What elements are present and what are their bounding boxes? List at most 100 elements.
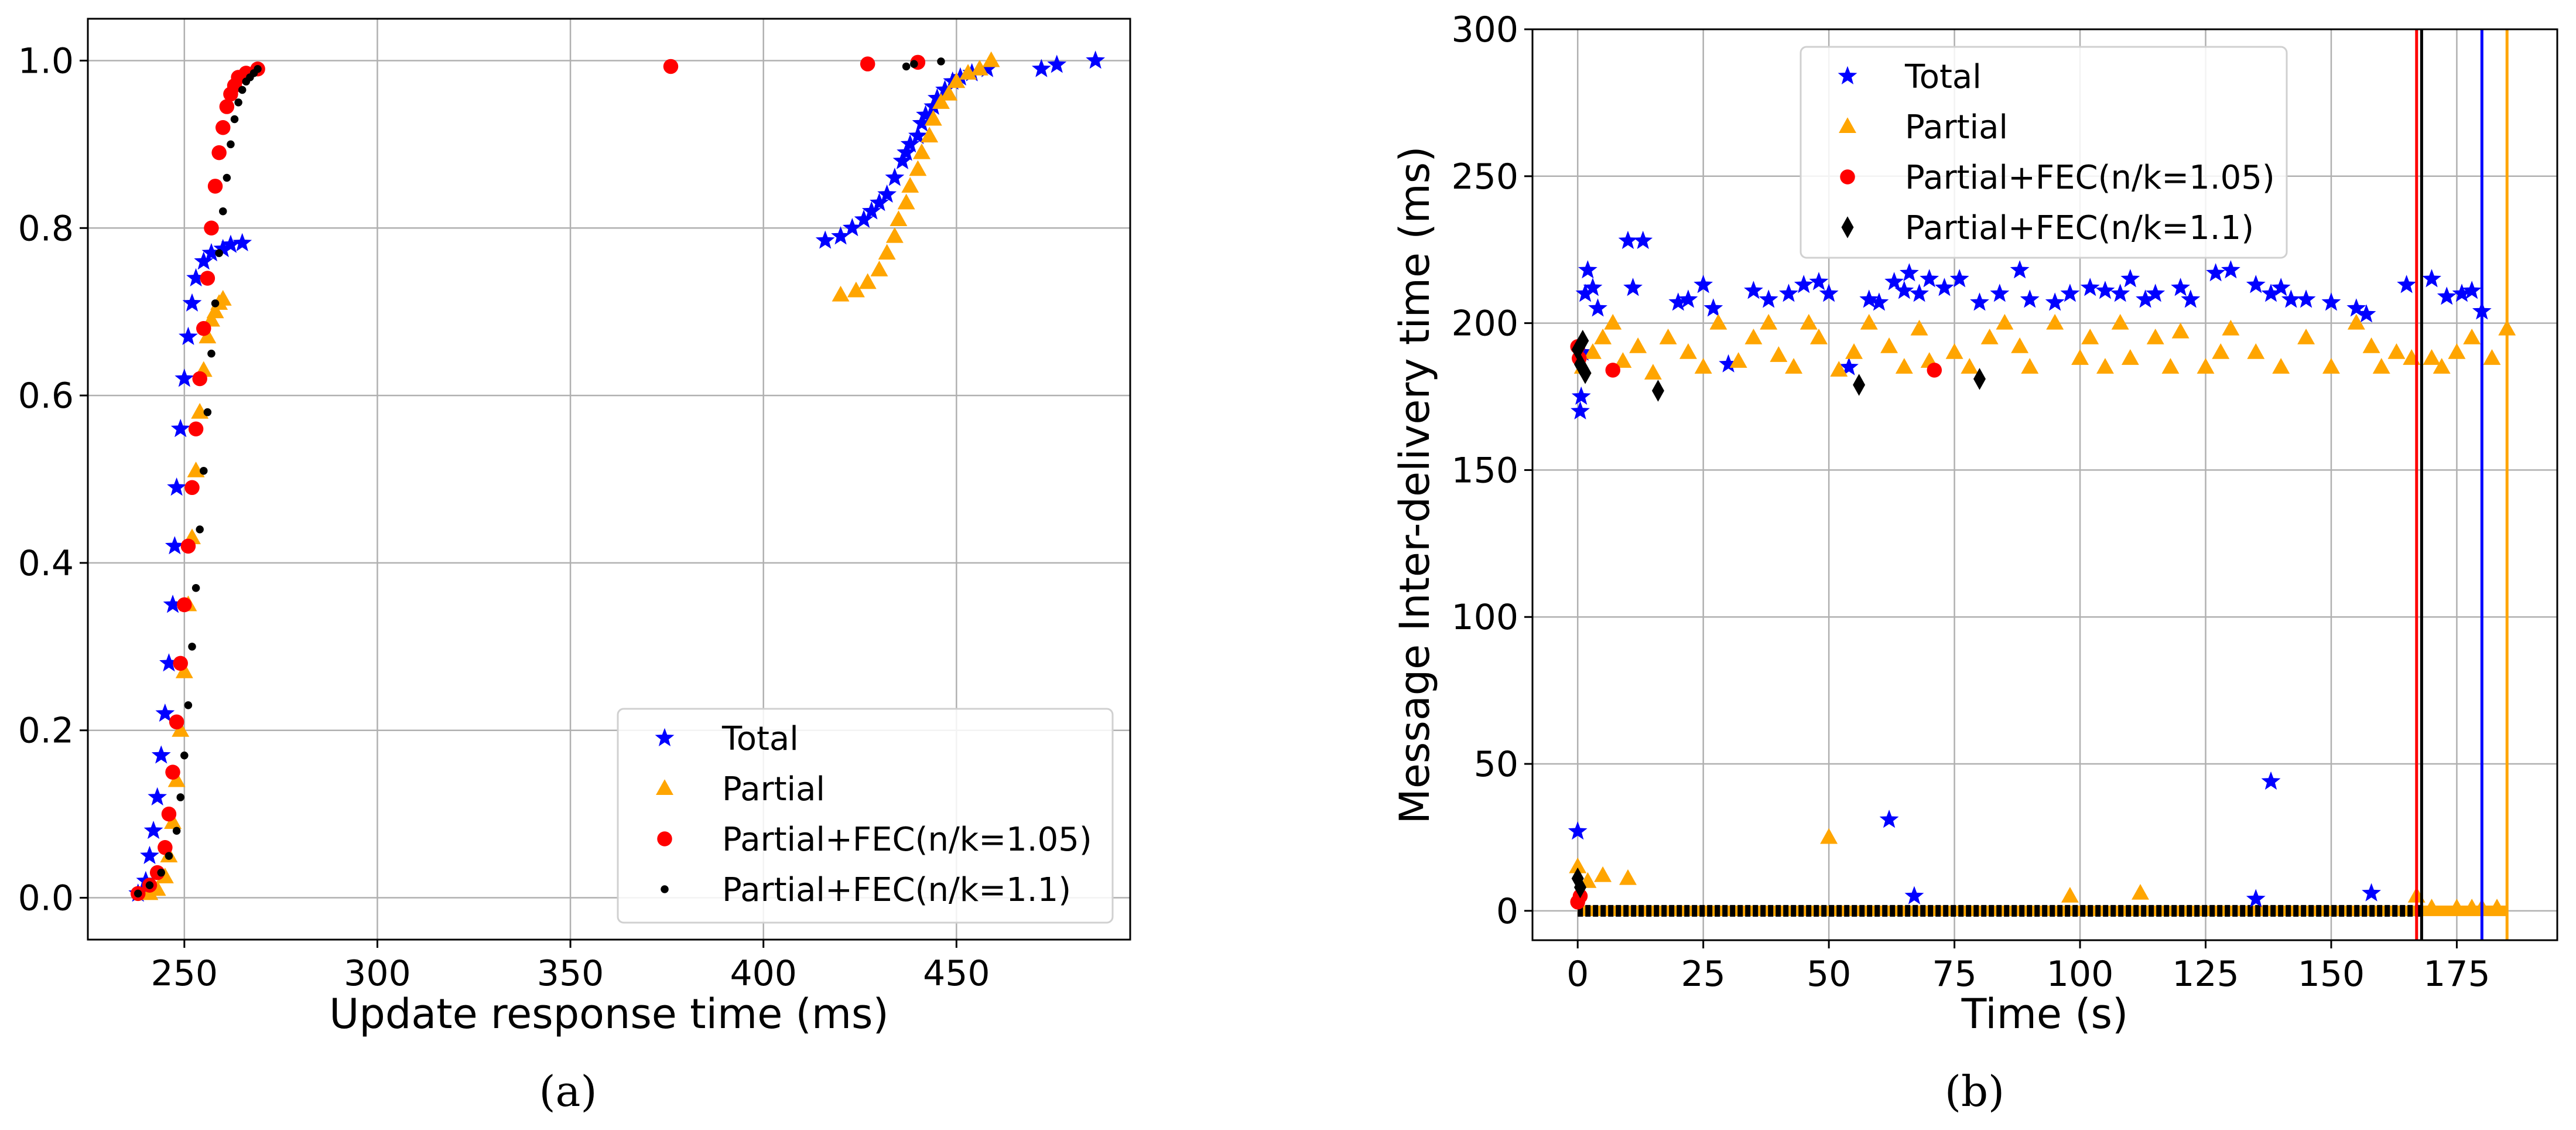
x-tick-label: 450 bbox=[923, 953, 990, 994]
data-point bbox=[1031, 59, 1051, 77]
data-point bbox=[1709, 313, 1727, 330]
legend-marker bbox=[655, 728, 675, 746]
data-point bbox=[179, 326, 198, 346]
data-point bbox=[2362, 337, 2380, 353]
data-point bbox=[172, 721, 190, 737]
y-tick-label: 0 bbox=[1496, 891, 1518, 932]
data-point bbox=[1668, 292, 1688, 311]
data-point bbox=[1571, 401, 1590, 420]
data-point bbox=[219, 99, 235, 114]
data-point bbox=[2120, 269, 2140, 288]
data-point bbox=[832, 285, 850, 302]
data-point bbox=[1594, 328, 1612, 344]
data-point bbox=[184, 480, 200, 496]
data-point bbox=[1949, 269, 1969, 288]
series-partial bbox=[1569, 313, 2516, 914]
data-point bbox=[927, 88, 947, 107]
data-point bbox=[902, 62, 911, 71]
data-point bbox=[204, 220, 219, 236]
data-point bbox=[191, 584, 200, 592]
legend-marker bbox=[1838, 66, 1857, 84]
data-point bbox=[1779, 284, 1798, 302]
data-point bbox=[227, 140, 235, 149]
data-point bbox=[223, 173, 231, 182]
legend-marker bbox=[1841, 216, 1854, 238]
data-point bbox=[910, 60, 918, 68]
data-point bbox=[148, 880, 166, 896]
data-point bbox=[2448, 899, 2466, 914]
data-point bbox=[1920, 269, 1939, 288]
panel-b-ticks: 0 25 50 75 100 125 150 175 0 50 100 150 200 250 300 bbox=[1451, 9, 2490, 995]
data-point bbox=[2346, 298, 2366, 317]
legend-label: Partial+FEC(n/k=1.05) bbox=[1905, 159, 2275, 197]
data-point bbox=[2222, 319, 2240, 336]
data-point bbox=[2146, 284, 2166, 302]
data-point bbox=[140, 845, 159, 865]
data-point bbox=[2261, 771, 2281, 790]
data-point bbox=[1980, 328, 1999, 344]
data-point bbox=[211, 299, 220, 308]
data-point bbox=[1578, 260, 1597, 279]
data-point bbox=[1770, 346, 1788, 362]
data-point bbox=[1935, 278, 1954, 296]
data-point bbox=[1605, 363, 1621, 378]
data-point bbox=[1569, 857, 1587, 873]
data-point bbox=[1679, 343, 1697, 359]
data-point bbox=[232, 233, 252, 251]
y-tick-label: 1.0 bbox=[18, 40, 74, 81]
data-point bbox=[200, 271, 215, 286]
data-point bbox=[2462, 281, 2482, 299]
data-point bbox=[1579, 362, 1592, 384]
data-point bbox=[2071, 349, 2089, 365]
data-point bbox=[192, 371, 207, 387]
data-point bbox=[1760, 313, 1778, 330]
data-point bbox=[2110, 284, 2130, 302]
data-point bbox=[2061, 887, 2079, 903]
panel-b-x-axis-label: Time (s) bbox=[1961, 990, 2129, 1038]
y-tick-label: 300 bbox=[1451, 9, 1518, 50]
data-point bbox=[842, 218, 862, 237]
series-total bbox=[1568, 230, 2492, 907]
data-point bbox=[1694, 275, 1713, 293]
data-point bbox=[2121, 349, 2139, 365]
data-point bbox=[900, 134, 920, 153]
data-point bbox=[1659, 328, 1677, 344]
data-point bbox=[2020, 289, 2040, 308]
x-tick-label: 400 bbox=[730, 953, 797, 994]
data-point bbox=[1945, 343, 1963, 359]
legend-label: Partial bbox=[722, 770, 825, 808]
y-tick-label: 0.8 bbox=[18, 208, 74, 249]
data-point bbox=[201, 243, 221, 262]
data-point bbox=[877, 184, 897, 203]
data-point bbox=[2397, 275, 2417, 293]
data-point bbox=[1899, 263, 1919, 282]
panel-a-caption: (a) bbox=[539, 1067, 597, 1116]
data-point bbox=[155, 703, 175, 722]
y-tick-label: 0.6 bbox=[18, 375, 74, 417]
data-point bbox=[2146, 328, 2164, 344]
data-point bbox=[1879, 810, 1899, 828]
data-point bbox=[1904, 886, 1924, 904]
data-point bbox=[921, 127, 939, 143]
data-point bbox=[901, 177, 919, 193]
data-point bbox=[1633, 230, 1653, 250]
data-point bbox=[1644, 364, 1662, 380]
data-point bbox=[211, 145, 227, 161]
data-point bbox=[2321, 292, 2341, 311]
data-point bbox=[196, 525, 204, 534]
data-point bbox=[913, 143, 930, 159]
data-point bbox=[885, 168, 905, 186]
data-point bbox=[1910, 319, 1928, 336]
panel-b-chart: 0 25 50 75 100 125 150 175 0 50 100 150 200 250 300 Ti… bbox=[1391, 9, 2558, 1116]
panel-a-data bbox=[128, 50, 1106, 902]
data-point bbox=[1860, 313, 1878, 330]
data-point bbox=[1884, 272, 1904, 291]
data-point bbox=[1970, 292, 1989, 311]
data-point bbox=[2045, 292, 2065, 311]
data-point bbox=[959, 64, 977, 80]
y-tick-label: 200 bbox=[1451, 303, 1518, 344]
data-point bbox=[164, 813, 182, 829]
data-point bbox=[1573, 876, 1586, 899]
data-point bbox=[234, 98, 242, 107]
data-point bbox=[1614, 352, 1632, 368]
